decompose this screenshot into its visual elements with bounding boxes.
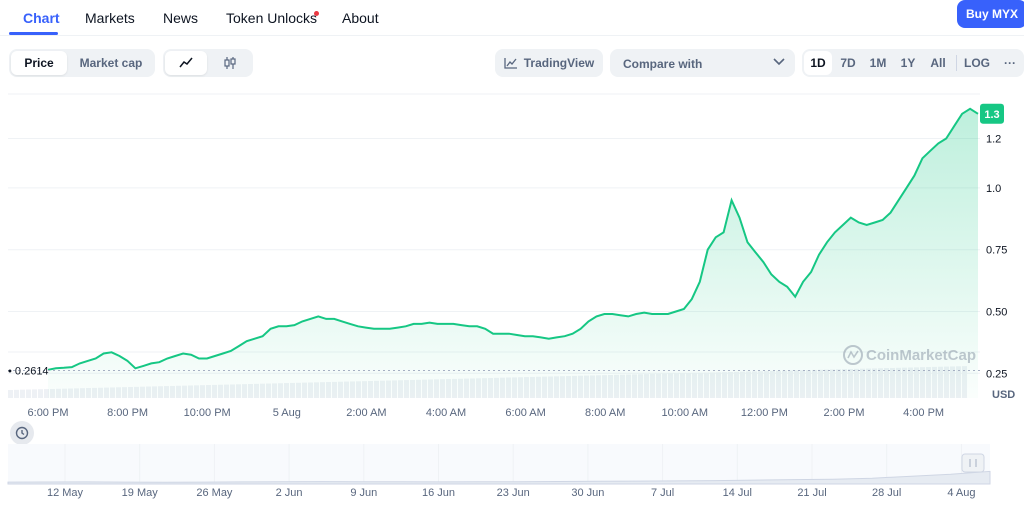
tab-token-unlocks[interactable]: Token Unlocks — [226, 10, 318, 26]
x-tick-label: 5 Aug — [273, 407, 301, 419]
price-chart[interactable]: 0.25 0.50 0.75 1.0 1.2 6:00 PM 8:00 PM 10:00 P… — [0, 90, 1024, 420]
top-nav: Chart Markets News Token Unlocks About — [0, 0, 1024, 36]
x-tick-label: 12:00 PM — [741, 407, 788, 419]
chevron-down-icon — [773, 58, 785, 66]
navigator-x-tick-label: 9 Jun — [350, 487, 377, 499]
candlestick-button[interactable] — [209, 51, 251, 75]
log-toggle[interactable]: LOG — [964, 56, 990, 70]
tab-news[interactable]: News — [163, 10, 199, 26]
y-axis: 0.25 0.50 0.75 1.0 1.2 — [986, 133, 1007, 380]
x-tick-label: 4:00 AM — [426, 407, 466, 419]
time-range-selector: 1D 7D 1M 1Y All LOG ··· — [802, 49, 1024, 77]
navigator-x-tick-label: 26 May — [196, 487, 233, 499]
current-price-label: 1.3 — [984, 109, 999, 121]
history-icon[interactable] — [10, 421, 34, 445]
tab-chart[interactable]: Chart — [23, 10, 60, 26]
price-button[interactable]: Price — [11, 51, 67, 75]
x-tick-label: 6:00 AM — [505, 407, 545, 419]
volume-bar — [26, 389, 31, 398]
range-1m[interactable]: 1M — [869, 56, 887, 70]
navigator-bg — [8, 444, 990, 484]
line-chart-button[interactable] — [165, 51, 207, 75]
navigator-x-tick-label: 21 Jul — [797, 487, 826, 499]
tab-markets[interactable]: Markets — [85, 10, 135, 26]
x-tick-label: 8:00 AM — [585, 407, 625, 419]
compare-select[interactable]: Compare with — [610, 49, 795, 77]
navigator-x-tick-label: 7 Jul — [651, 487, 674, 499]
tradingview-label: TradingView — [523, 56, 595, 70]
y-unit-label: USD — [992, 389, 1015, 401]
navigator-x-axis: 12 May 19 May 26 May 2 Jun 9 Jun 16 Jun 23 Jun… — [47, 487, 976, 499]
volume-bar — [20, 389, 25, 398]
price-marketcap-toggle: Price Market cap — [9, 49, 155, 77]
range-1d[interactable]: 1D — [804, 51, 832, 75]
x-tick-label: 2:00 AM — [346, 407, 386, 419]
tradingview-button[interactable]: TradingView — [495, 49, 603, 77]
candlestick-icon — [224, 57, 236, 69]
navigator-x-tick-label: 19 May — [122, 487, 159, 499]
range-navigator[interactable]: 12 May 19 May 26 May 2 Jun 9 Jun 16 Jun 23 Jun… — [0, 440, 1024, 508]
line-chart-icon — [179, 57, 193, 68]
range-1y[interactable]: 1Y — [900, 56, 916, 70]
open-price-label: • 0.2614 — [8, 365, 49, 377]
volume-bar — [44, 389, 49, 398]
compare-label: Compare with — [623, 57, 703, 71]
x-tick-label: 4:00 PM — [903, 407, 944, 419]
notification-dot — [314, 11, 319, 16]
volume-bar — [32, 389, 37, 398]
buy-button[interactable]: Buy MYX — [957, 0, 1024, 28]
active-tab-indicator — [9, 32, 58, 35]
range-divider — [956, 55, 957, 71]
navigator-handle[interactable] — [961, 453, 985, 473]
market-cap-button[interactable]: Market cap — [79, 56, 143, 70]
volume-bar — [38, 389, 43, 398]
volume-bar — [14, 389, 19, 398]
x-tick-label: 10:00 PM — [184, 407, 231, 419]
x-tick-label: 2:00 PM — [824, 407, 865, 419]
navigator-x-tick-label: 2 Jun — [276, 487, 303, 499]
navigator-x-tick-label: 4 Aug — [947, 487, 975, 499]
price-area — [48, 108, 978, 399]
y-tick-label: 1.2 — [986, 133, 1001, 145]
y-tick-label: 1.0 — [986, 183, 1001, 195]
tradingview-icon — [504, 58, 517, 69]
navigator-x-tick-label: 23 Jun — [497, 487, 530, 499]
volume-bar — [8, 390, 13, 398]
x-tick-label: 8:00 PM — [107, 407, 148, 419]
x-tick-label: 10:00 AM — [662, 407, 708, 419]
y-tick-label: 0.75 — [986, 245, 1007, 257]
navigator-x-tick-label: 12 May — [47, 487, 84, 499]
navigator-x-tick-label: 30 Jun — [571, 487, 604, 499]
navigator-area — [7, 470, 991, 485]
chart-type-toggle — [163, 49, 253, 77]
watermark: CoinMarketCap — [843, 345, 976, 365]
watermark-text: CoinMarketCap — [866, 347, 976, 364]
price-line — [47, 107, 979, 371]
x-tick-label: 6:00 PM — [28, 407, 69, 419]
y-tick-label: 0.25 — [986, 368, 1007, 380]
navigator-x-tick-label: 14 Jul — [723, 487, 752, 499]
current-price-badge: 1.3 — [980, 103, 1004, 124]
x-axis: 6:00 PM 8:00 PM 10:00 PM 5 Aug 2:00 AM 4:00 A… — [28, 407, 945, 419]
range-7d[interactable]: 7D — [840, 56, 856, 70]
y-tick-label: 0.50 — [986, 306, 1007, 318]
range-all[interactable]: All — [930, 56, 946, 70]
navigator-x-tick-label: 28 Jul — [872, 487, 901, 499]
more-options-button[interactable]: ··· — [1004, 56, 1016, 70]
navigator-x-tick-label: 16 Jun — [422, 487, 455, 499]
tab-about[interactable]: About — [342, 10, 379, 26]
